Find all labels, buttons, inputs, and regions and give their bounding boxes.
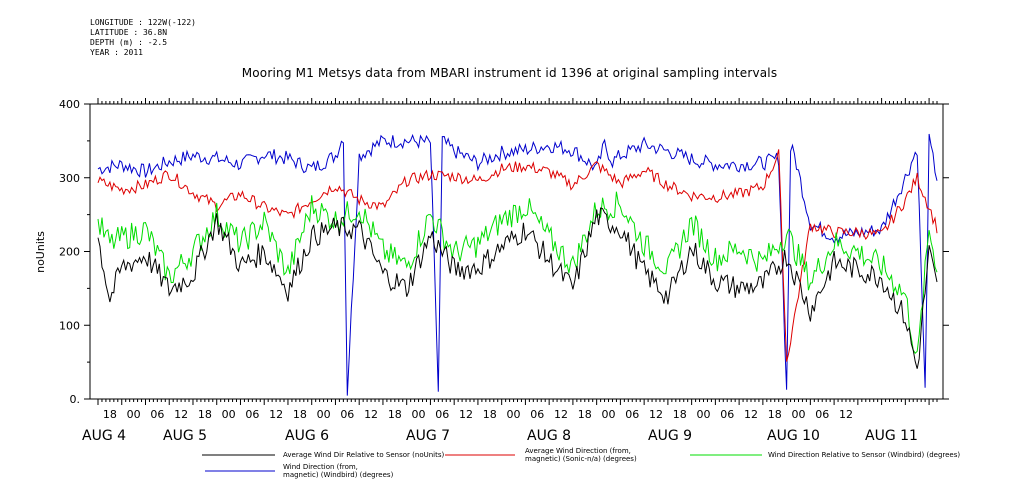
x-tick-label: 18 <box>103 408 117 421</box>
series-line-avg_dir <box>97 149 938 362</box>
x-tick-label: 18 <box>483 408 497 421</box>
legend-label-windbird: Wind Direction (from, <box>283 463 358 471</box>
x-tick-label: 18 <box>388 408 402 421</box>
x-tick-label: 06 <box>625 408 639 421</box>
x-tick-label: 12 <box>174 408 188 421</box>
series-line-rel_sensor <box>97 207 938 369</box>
x-tick-label: 06 <box>435 408 449 421</box>
x-tick-label: 06 <box>530 408 544 421</box>
x-tick-label: 00 <box>697 408 711 421</box>
legend-label-windbird: magnetic) (Windbird) (degrees) <box>283 471 394 479</box>
y-tick-label: 200 <box>59 246 80 259</box>
x-tick-label: 00 <box>602 408 616 421</box>
x-tick-label: 18 <box>768 408 782 421</box>
legend: Average Wind Dir Relative to Sensor (noU… <box>202 447 960 479</box>
x-tick-label: 00 <box>507 408 521 421</box>
y-tick-label: 300 <box>59 172 80 185</box>
legend-label-avg_dir: magnetic) (Sonic-n/a) (degrees) <box>525 455 637 463</box>
legend-label-avg_dir: Average Wind Direction (from, <box>525 447 631 455</box>
plot-area <box>97 133 938 396</box>
meta-year: YEAR : 2011 <box>90 48 143 57</box>
x-tick-label: 06 <box>245 408 259 421</box>
x-tick-label: 06 <box>815 408 829 421</box>
x-tick-label: 00 <box>412 408 426 421</box>
x-tick-label: 06 <box>720 408 734 421</box>
x-tick-label: 06 <box>150 408 164 421</box>
series-line-rel_windbird <box>97 191 938 354</box>
x-date-label: AUG 9 <box>648 428 692 444</box>
x-tick-label: 18 <box>198 408 212 421</box>
y-tick-label: 100 <box>59 319 80 332</box>
x-tick-label: 00 <box>222 408 236 421</box>
x-tick-label: 18 <box>673 408 687 421</box>
y-axis-label: noUnits <box>34 231 47 273</box>
x-tick-label: 18 <box>578 408 592 421</box>
x-tick-label: 12 <box>269 408 283 421</box>
chart-title: Mooring M1 Metsys data from MBARI instru… <box>241 66 778 80</box>
meta-depth: DEPTH (m) : -2.5 <box>90 38 168 47</box>
x-tick-label: 00 <box>791 408 805 421</box>
x-date-label: AUG 5 <box>163 428 207 444</box>
x-tick-label: 00 <box>317 408 331 421</box>
x-tick-label: 12 <box>554 408 568 421</box>
y-tick-label: 0. <box>70 393 81 406</box>
meta-longitude: LONGITUDE : 122W(-122) <box>90 18 196 27</box>
axes: 0. 100 200 300 400 18 00 06 12 18 00 06 12 18 00 06 12 18… <box>59 98 949 444</box>
x-tick-label: 12 <box>459 408 473 421</box>
plot-frame <box>89 103 944 400</box>
x-tick-label: 00 <box>127 408 141 421</box>
x-date-label: AUG 6 <box>285 428 329 444</box>
x-tick-label: 12 <box>839 408 853 421</box>
x-tick-label: 12 <box>744 408 758 421</box>
x-tick-label: 12 <box>364 408 378 421</box>
x-date-label: AUG 7 <box>406 428 450 444</box>
x-tick-label: 18 <box>293 408 307 421</box>
metadata-block: LONGITUDE : 122W(-122) LATITUDE : 36.8N … <box>90 18 196 58</box>
meta-latitude: LATITUDE : 36.8N <box>90 28 168 37</box>
y-tick-label: 400 <box>59 98 80 111</box>
x-tick-label: 06 <box>340 408 354 421</box>
x-tick-label: 12 <box>649 408 663 421</box>
series-line-windbird <box>97 133 938 396</box>
x-date-label: AUG 4 <box>82 428 126 444</box>
x-date-label: AUG 8 <box>527 428 571 444</box>
legend-label-rel_windbird: Wind Direction Relative to Sensor (Windb… <box>768 451 960 459</box>
x-date-label: AUG 10 <box>767 428 820 444</box>
legend-label-rel_sensor: Average Wind Dir Relative to Sensor (noU… <box>283 451 444 459</box>
x-date-label: AUG 11 <box>865 428 918 444</box>
